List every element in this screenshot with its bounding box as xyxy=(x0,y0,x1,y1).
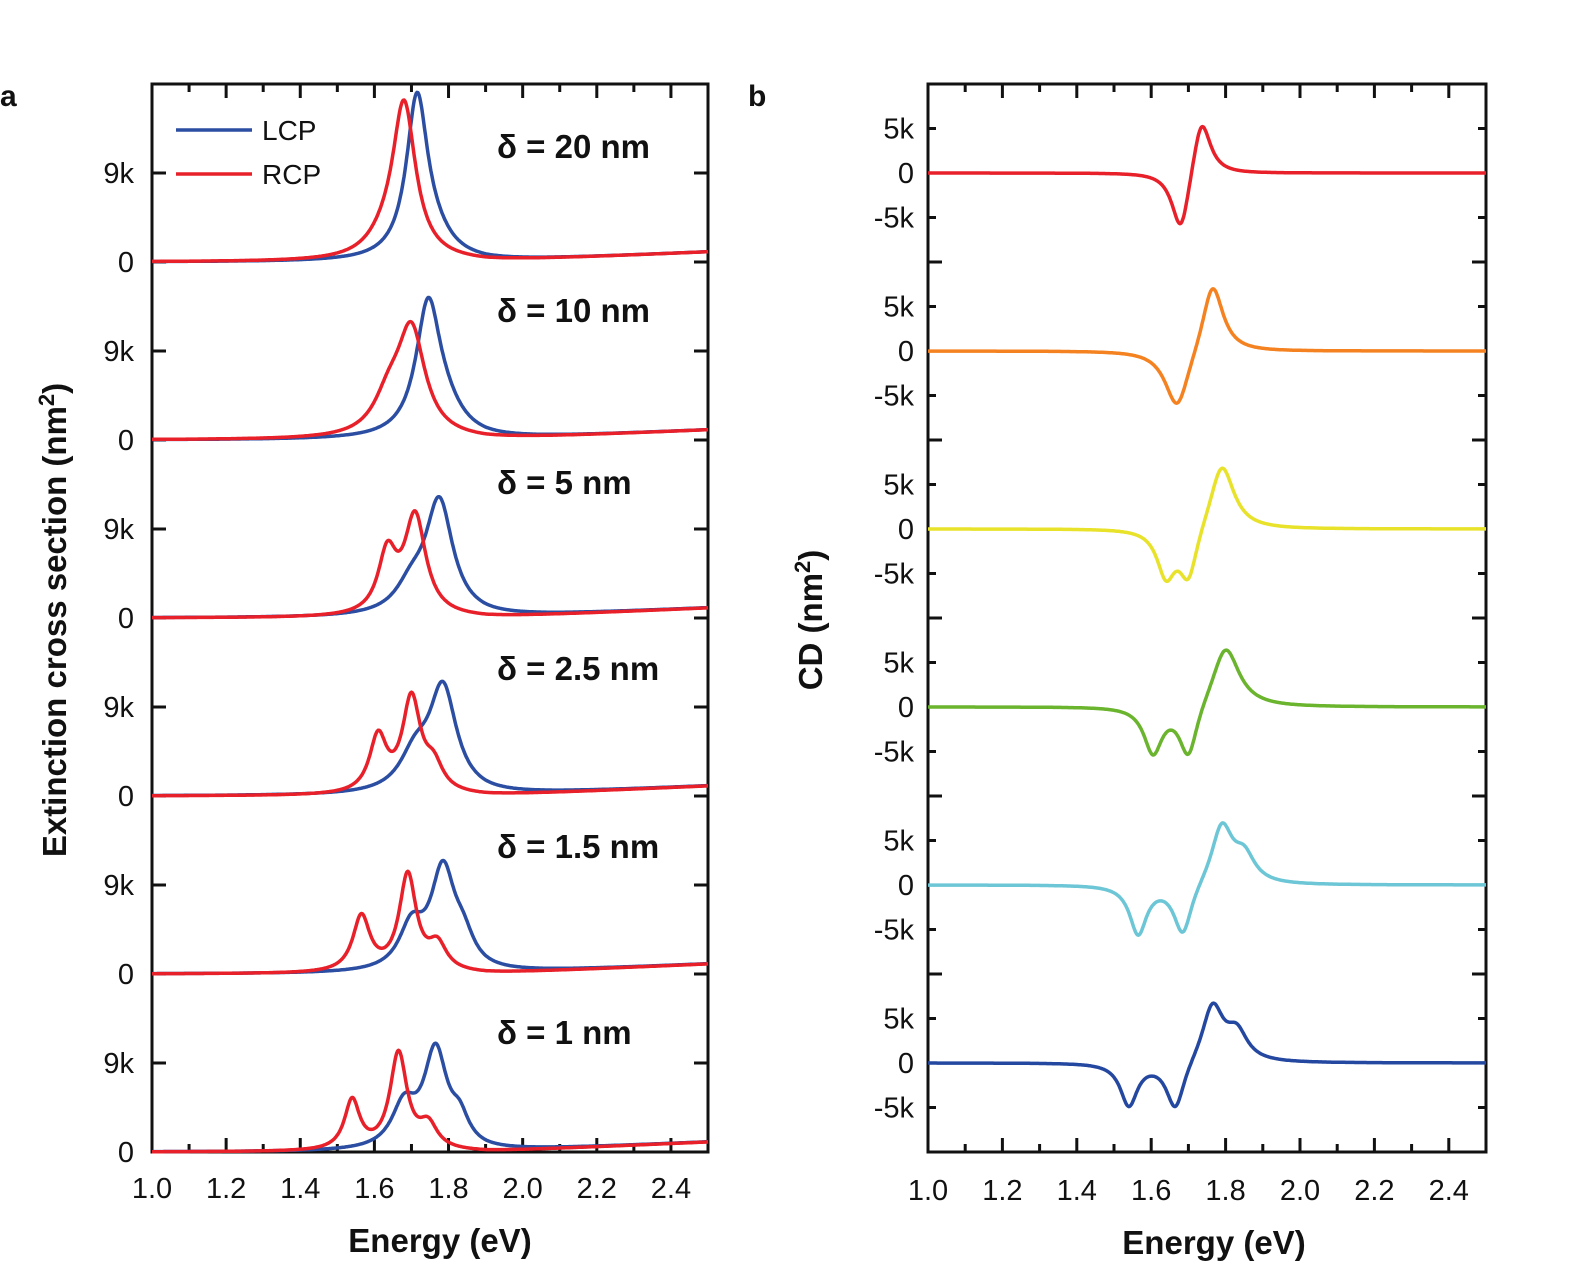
y-tick-label-a: 9k xyxy=(103,514,134,546)
y-tick-label-b: 5k xyxy=(883,114,914,146)
y-tick-label-b: 0 xyxy=(898,336,914,368)
x-tick-label-b: 2.0 xyxy=(1280,1175,1320,1207)
y-tick-label-b: 0 xyxy=(898,158,914,190)
cd-series-line xyxy=(927,287,1487,405)
series-line-rcp xyxy=(151,319,709,442)
x-tick-label-a: 2.2 xyxy=(577,1173,617,1205)
x-tick-label-b: 1.0 xyxy=(908,1175,948,1207)
x-tick-label-b: 1.2 xyxy=(982,1175,1022,1207)
y-tick-label-a: 9k xyxy=(103,692,134,724)
series-line-rcp xyxy=(151,98,709,264)
x-tick-label-a: 1.8 xyxy=(428,1173,468,1205)
y-tick-label-a: 9k xyxy=(103,336,134,368)
x-tick-label-a: 1.2 xyxy=(206,1173,246,1205)
plot-frame-b xyxy=(926,82,1488,1154)
y-tick-label-b: 0 xyxy=(898,1048,914,1080)
y-tick-label-b: -5k xyxy=(874,915,915,947)
x-tick-label-b: 2.2 xyxy=(1354,1175,1394,1207)
panel-b-cd: 1.0 1.2 1.4 1.6 1.8 2.0 2.2 2.4 5k 0 -5k 5k 0 -5k 5k 0 -… xyxy=(874,82,1488,1207)
y-tick-label-a: 0 xyxy=(118,603,134,635)
y-tick-label-b: 0 xyxy=(898,870,914,902)
series-line-lcp xyxy=(151,1041,709,1154)
cd-series-line xyxy=(927,1001,1487,1109)
series-line-rcp xyxy=(151,1048,709,1154)
y-tick-label-b: 5k xyxy=(883,292,914,324)
y-axis-label-a: Extinction cross section (nm2) xyxy=(34,383,73,857)
x-tick-label-b: 1.8 xyxy=(1205,1175,1245,1207)
legend-label-lcp: LCP xyxy=(262,115,316,146)
y-tick-label-a: 0 xyxy=(118,425,134,457)
delta-annotation: δ = 1.5 nm xyxy=(497,828,659,865)
series-line-lcp xyxy=(151,858,709,976)
series-line-lcp xyxy=(151,90,709,264)
series-line-rcp xyxy=(151,690,709,798)
delta-annotation: δ = 10 nm xyxy=(497,292,650,329)
delta-annotation: δ = 20 nm xyxy=(497,128,650,165)
panel-letter-b: b xyxy=(748,80,766,113)
x-tick-label-a: 1.0 xyxy=(132,1173,172,1205)
y-axis-label-b: CD (nm2) xyxy=(790,550,829,691)
legend-label-rcp: RCP xyxy=(262,159,321,190)
y-tick-label-a: 0 xyxy=(118,781,134,813)
y-tick-label-b: -5k xyxy=(874,737,915,769)
cd-series-line xyxy=(927,821,1487,937)
y-tick-label-b: -5k xyxy=(874,1093,915,1125)
x-tick-label-a: 2.4 xyxy=(651,1173,691,1205)
y-tick-label-a: 0 xyxy=(118,1137,134,1169)
x-tick-label-a: 2.0 xyxy=(503,1173,543,1205)
x-axis-label-b: Energy (eV) xyxy=(1122,1224,1305,1261)
y-tick-label-b: 0 xyxy=(898,514,914,546)
x-tick-label-a: 1.4 xyxy=(280,1173,320,1205)
series-line-lcp xyxy=(151,679,709,798)
panel-a-extinction: 1.0 1.2 1.4 1.6 1.8 2.0 2.2 2.4 0 9k δ = 20 nm 0 9k δ… xyxy=(103,82,710,1205)
y-tick-label-a: 0 xyxy=(118,959,134,991)
series-line-lcp xyxy=(151,494,709,620)
panel-letter-a: a xyxy=(0,80,17,113)
y-tick-label-a: 9k xyxy=(103,870,134,902)
y-tick-label-b: 0 xyxy=(898,692,914,724)
x-tick-label-b: 2.4 xyxy=(1429,1175,1469,1207)
y-tick-label-b: 5k xyxy=(883,1004,914,1036)
y-tick-label-b: 5k xyxy=(883,648,914,680)
y-tick-label-a: 9k xyxy=(103,158,134,190)
x-tick-label-b: 1.4 xyxy=(1057,1175,1097,1207)
delta-annotation: δ = 1 nm xyxy=(497,1014,632,1051)
cd-series-line xyxy=(927,648,1487,757)
y-tick-label-a: 9k xyxy=(103,1048,134,1080)
y-tick-label-a: 0 xyxy=(118,247,134,279)
delta-annotation: δ = 5 nm xyxy=(497,464,632,501)
y-tick-label-b: -5k xyxy=(874,381,915,413)
delta-annotation: δ = 2.5 nm xyxy=(497,650,659,687)
cd-series-line xyxy=(927,466,1487,584)
y-tick-label-b: 5k xyxy=(883,470,914,502)
series-line-rcp xyxy=(151,509,709,620)
x-axis-label-a: Energy (eV) xyxy=(348,1222,531,1259)
series-line-rcp xyxy=(151,869,709,976)
cd-series-line xyxy=(927,124,1487,226)
y-tick-label-b: -5k xyxy=(874,559,915,591)
x-tick-label-b: 1.6 xyxy=(1131,1175,1171,1207)
y-tick-label-b: -5k xyxy=(874,203,915,235)
legend: LCP RCP xyxy=(176,115,321,190)
y-tick-label-b: 5k xyxy=(883,826,914,858)
x-tick-label-a: 1.6 xyxy=(354,1173,394,1205)
